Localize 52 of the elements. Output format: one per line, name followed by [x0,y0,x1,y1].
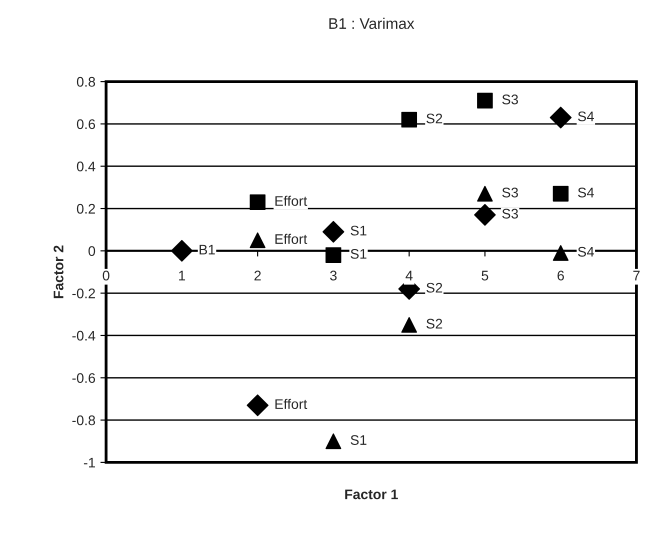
annotation: S2 [426,114,442,124]
point [474,204,496,226]
annotation: S3 [502,208,518,219]
point [477,92,493,109]
y-tick-label: -1 [84,458,95,468]
point [322,220,344,243]
y-tick-label: 0.8 [76,76,96,87]
annotation: S4 [578,188,594,198]
point [326,433,342,450]
point [250,194,266,210]
y-tick-label: -0.8 [72,415,96,426]
point [401,112,418,128]
annotation: S1 [350,248,366,259]
point [550,106,572,128]
annotation: Effort [275,196,308,206]
x-axis-title: Factor 1 [345,490,398,500]
x-tick-label: 5 [482,270,488,280]
y-tick-label: 0.2 [76,204,95,214]
chart-title: B1 : Varimax [329,18,414,29]
annotation: Effort [275,234,308,244]
annotation: S1 [350,435,366,445]
x-tick-label: 7 [633,270,640,280]
annotation: S2 [426,318,442,329]
annotation: S2 [426,282,442,293]
point [552,245,569,261]
x-tick-label: 6 [558,270,564,280]
x-tick-label: 2 [254,270,261,280]
annotation: Effort [275,398,308,410]
point [246,394,269,416]
annotation: S3 [502,94,518,104]
y-tick-label: -0.4 [72,330,96,341]
y-tick-label: 0 [88,246,96,256]
point [401,317,418,333]
annotation: S1 [350,226,366,236]
annotation: S4 [578,111,594,122]
x-tick-label: 4 [406,270,413,280]
point [477,186,493,202]
y-tick-label: -0.2 [72,288,95,298]
annotation: B1 [200,244,215,254]
y-tick-label: 0.6 [76,119,96,130]
point [326,247,342,263]
x-tick-label: 3 [330,270,337,280]
point [170,240,193,262]
x-tick-label: 0 [102,270,110,280]
y-axis-title: Factor 2 [54,246,64,298]
point [552,186,569,202]
point [250,232,266,248]
y-tick-label: -0.6 [72,373,96,383]
y-tick-label: 0.4 [76,162,96,172]
annotation: S4 [578,246,594,257]
x-tick-label: 1 [179,270,186,280]
annotation: S3 [502,188,518,198]
